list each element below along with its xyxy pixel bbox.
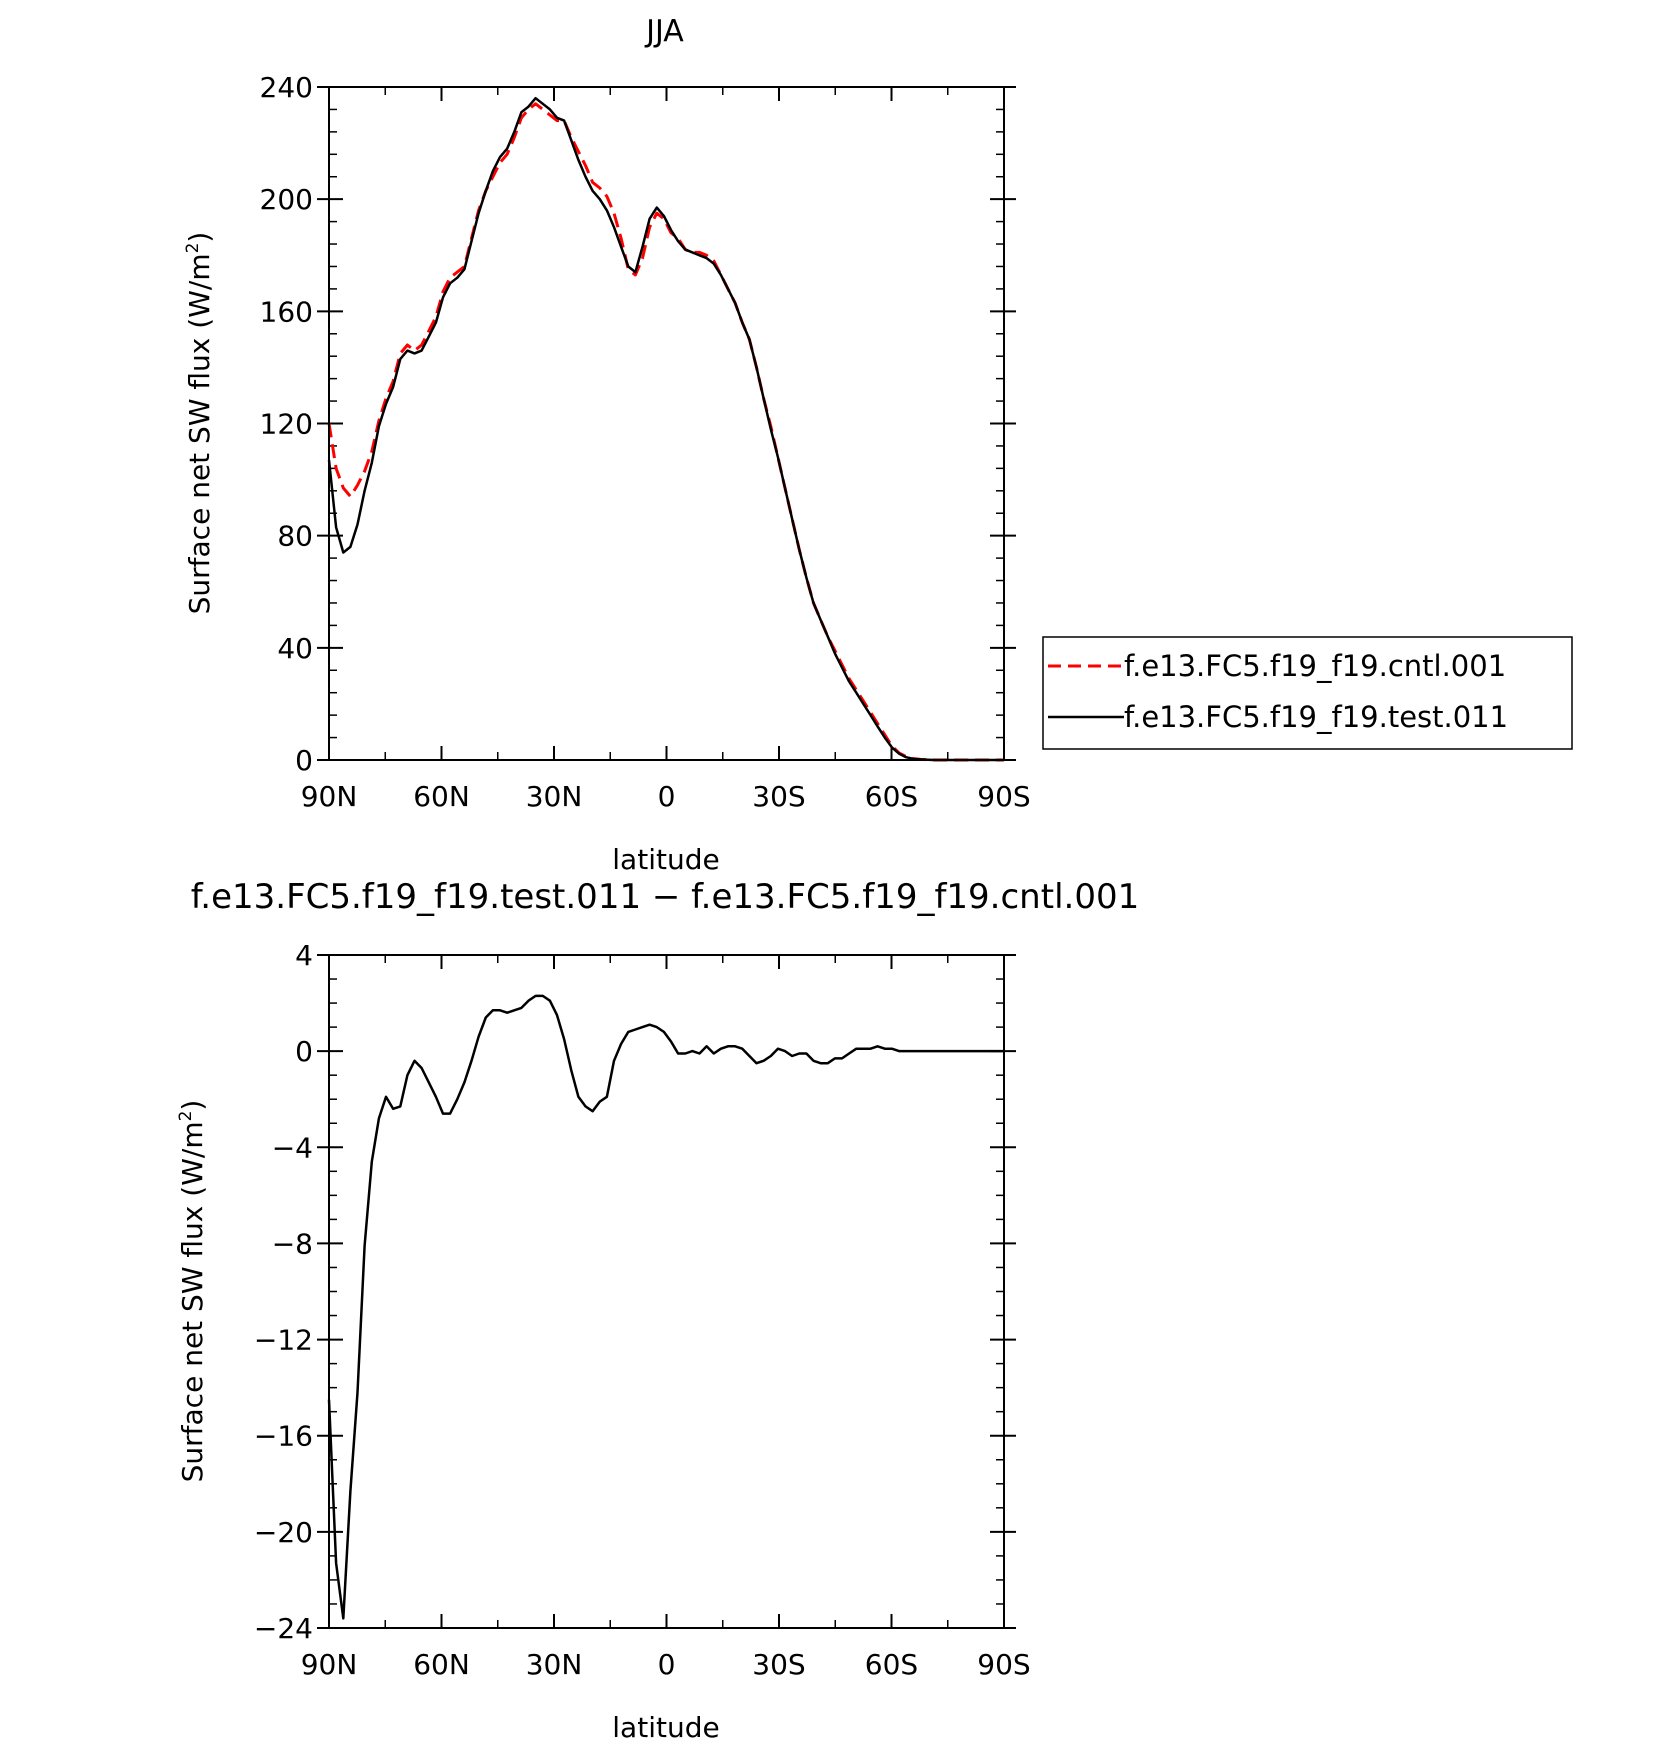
bottom-plot-frame bbox=[328, 954, 1005, 1629]
x-tick-label: 30N bbox=[526, 780, 583, 813]
top-axis-ticks bbox=[317, 86, 1016, 761]
y-tick-label: 240 bbox=[260, 71, 313, 104]
top-series-line-1 bbox=[327, 102, 1004, 762]
top-series-line-2 bbox=[327, 96, 1004, 762]
bottom-x-axis-label: latitude bbox=[612, 1711, 719, 1744]
y-tick-label: −16 bbox=[254, 1420, 313, 1453]
legend: f.e13.FC5.f19_f19.cntl.001 f.e13.FC5.f19… bbox=[1042, 636, 1573, 750]
x-tick-label: 90N bbox=[301, 780, 358, 813]
top-y-axis-label: Surface net SW flux (W/m2) bbox=[183, 232, 216, 615]
bottom-y-axis-label: Surface net SW flux (W/m2) bbox=[176, 1100, 209, 1483]
y-tick-label: 40 bbox=[277, 632, 313, 665]
x-tick-label: 0 bbox=[658, 1648, 676, 1681]
x-tick-label: 30S bbox=[752, 780, 805, 813]
legend-box bbox=[1042, 636, 1573, 750]
y-tick-label: −8 bbox=[272, 1227, 313, 1260]
x-tick-label: 60S bbox=[865, 780, 918, 813]
top-chart-title: JJA bbox=[644, 14, 684, 49]
bottom-series-group bbox=[327, 994, 1004, 1620]
x-tick-label: 30S bbox=[752, 1648, 805, 1681]
y-tick-label: 4 bbox=[295, 939, 313, 972]
top-plot-frame bbox=[328, 86, 1005, 761]
x-tick-label: 90S bbox=[977, 780, 1030, 813]
x-tick-label: 90N bbox=[301, 1648, 358, 1681]
top-panel: JJA 90N 60N 30N 0 30S 60S 90S 0 40 80 120 160 200 240… bbox=[183, 14, 1573, 876]
x-tick-label: 60S bbox=[865, 1648, 918, 1681]
y-tick-label: −4 bbox=[272, 1131, 313, 1164]
y-tick-label: 0 bbox=[295, 1035, 313, 1068]
legend-label-test: f.e13.FC5.f19_f19.test.011 bbox=[1124, 700, 1508, 734]
y-tick-label: −24 bbox=[254, 1612, 313, 1645]
x-tick-label: 30N bbox=[526, 1648, 583, 1681]
bottom-axis-ticks bbox=[317, 954, 1016, 1629]
x-tick-label: 60N bbox=[413, 1648, 470, 1681]
top-series-group bbox=[327, 96, 1004, 762]
y-tick-label: −20 bbox=[254, 1516, 313, 1549]
top-tick-labels: 90N 60N 30N 0 30S 60S 90S 0 40 80 120 160 200 240 bbox=[260, 71, 1031, 813]
x-tick-label: 0 bbox=[658, 780, 676, 813]
top-x-axis-label: latitude bbox=[612, 843, 719, 876]
legend-label-cntl: f.e13.FC5.f19_f19.cntl.001 bbox=[1124, 649, 1506, 683]
y-tick-label: 0 bbox=[295, 744, 313, 777]
bottom-chart-title: f.e13.FC5.f19_f19.test.011 − f.e13.FC5.f… bbox=[191, 877, 1139, 917]
bottom-series-line-1 bbox=[327, 994, 1004, 1620]
y-tick-label: 120 bbox=[260, 408, 313, 441]
x-tick-label: 60N bbox=[413, 780, 470, 813]
bottom-tick-labels: 90N 60N 30N 0 30S 60S 90S −24 −20 −16 −12 −8 −4 0 4 bbox=[254, 939, 1031, 1681]
y-tick-label: 200 bbox=[260, 183, 313, 216]
bottom-panel: f.e13.FC5.f19_f19.test.011 − f.e13.FC5.f… bbox=[176, 877, 1139, 1744]
y-tick-label: 80 bbox=[277, 520, 313, 553]
x-tick-label: 90S bbox=[977, 1648, 1030, 1681]
y-tick-label: 160 bbox=[260, 295, 313, 328]
y-tick-label: −12 bbox=[254, 1324, 313, 1357]
